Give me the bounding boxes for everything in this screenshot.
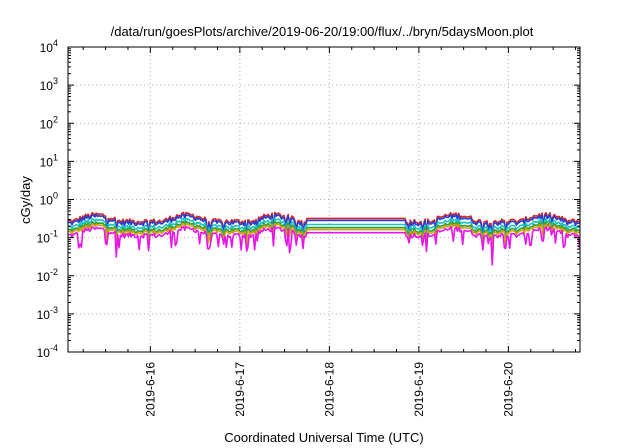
y-tick-label: 101	[40, 152, 58, 169]
series-line	[67, 217, 580, 245]
chart-title: /data/run/goesPlots/archive/2019-06-20/1…	[111, 24, 534, 39]
y-tick-label: 10-1	[37, 229, 58, 246]
y-tick-label: 104	[40, 38, 58, 55]
grid	[68, 47, 580, 352]
series-group	[67, 211, 581, 266]
x-tick-label: 2019-6-18	[322, 362, 336, 417]
y-axis-label: cGy/day	[18, 176, 33, 224]
series-line	[67, 211, 580, 239]
y-tick-label: 102	[40, 114, 58, 131]
series-line	[67, 220, 580, 248]
y-tick-label: 103	[40, 76, 58, 93]
y-tick-label: 100	[40, 191, 58, 208]
series-line	[67, 225, 581, 266]
x-tick-label: 2019-6-17	[233, 362, 247, 417]
y-tick-label: 10-3	[37, 305, 58, 322]
x-tick-label: 2019-6-19	[412, 362, 426, 417]
x-axis: 2019-6-16 2019-6-17 2019-6-18 2019-6-19 2019…	[82, 47, 577, 417]
x-tick-label: 2019-6-20	[501, 362, 515, 417]
series-line	[67, 213, 580, 241]
x-axis-label: Coordinated Universal Time (UTC)	[224, 430, 423, 445]
series-line	[67, 222, 580, 250]
y-tick-label: 10-4	[37, 343, 58, 360]
y-tick-label: 10-2	[37, 267, 58, 284]
y-axis: 10-4 10-3 10-2 10-1 100 101 102 103 104	[37, 38, 580, 360]
x-tick-label: 2019-6-16	[143, 362, 157, 417]
